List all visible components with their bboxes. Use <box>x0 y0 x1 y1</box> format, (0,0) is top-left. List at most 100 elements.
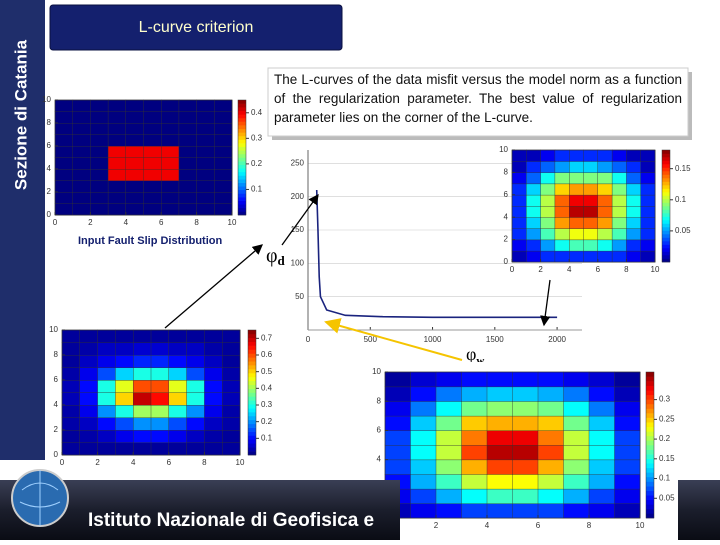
x-tick-label: 0 <box>510 265 515 274</box>
colorbar-step <box>646 476 654 482</box>
heat-cell <box>214 203 233 216</box>
heat-cell <box>526 239 542 252</box>
x-tick-label: 0 <box>60 458 65 467</box>
colorbar-frame <box>237 99 247 216</box>
heat-cell <box>61 417 81 431</box>
heat-cell <box>125 168 145 182</box>
heat-cell <box>214 145 233 159</box>
heat-cell <box>597 228 613 241</box>
x-tick-label: 4 <box>485 521 490 530</box>
y-tick-label: 0 <box>54 450 59 459</box>
heat-cell <box>168 329 188 344</box>
y-tick-label: 150 <box>291 225 305 234</box>
y-tick-label: 8 <box>377 396 382 405</box>
heat-cell <box>107 99 127 113</box>
heat-cell <box>143 145 162 159</box>
heat-cell <box>143 180 162 193</box>
heat-cell <box>79 404 99 419</box>
heat-cell <box>214 134 233 147</box>
heat-cell <box>554 172 570 185</box>
heat-cell <box>125 134 145 147</box>
colorbar-step <box>662 230 670 235</box>
colorbar-step <box>248 384 256 389</box>
heat-cell <box>526 205 542 218</box>
colorbar-step <box>662 220 670 224</box>
colorbar-step <box>646 513 654 519</box>
heat-cell <box>107 157 127 170</box>
y-tick-label: 100 <box>291 258 305 267</box>
y-tick-label: 6 <box>377 426 382 435</box>
heat-cell <box>537 503 564 519</box>
heat-cell <box>132 379 152 394</box>
colorbar-tick-label: 0.15 <box>659 454 675 463</box>
heat-cell <box>614 386 641 402</box>
heat-cell <box>569 160 585 173</box>
heat-cell <box>61 442 81 456</box>
heat-cell <box>526 228 542 241</box>
heat-cell <box>72 203 91 216</box>
plot-frame <box>61 329 241 456</box>
description: The L-curves of the data misfit versus t… <box>274 72 682 125</box>
heat-cell <box>486 474 513 490</box>
heat-cell <box>611 183 627 196</box>
colorbar-step <box>662 195 670 200</box>
colorbar-step <box>238 107 246 112</box>
x-tick-label: 2 <box>95 458 100 467</box>
heat-cell <box>540 216 556 229</box>
heat-cell <box>611 239 627 252</box>
x-tick-label: 0 <box>53 218 58 227</box>
colorbar-step <box>238 135 246 140</box>
heat-cell <box>554 205 570 218</box>
heat-cell <box>160 168 180 182</box>
colorbar-step <box>646 508 654 514</box>
heat-cell <box>486 444 513 461</box>
heat-cell <box>204 392 223 406</box>
heat-cell <box>563 386 590 402</box>
heat-cell <box>410 415 437 431</box>
heat-cell <box>97 442 116 456</box>
heat-cell <box>540 149 556 162</box>
colorbar-tick-label: 0.1 <box>261 433 273 442</box>
heat-cell <box>107 180 127 193</box>
heat-cell <box>614 503 641 519</box>
heat-cell <box>90 111 109 124</box>
heat-cell <box>569 250 585 263</box>
y-tick-label: 10 <box>42 95 51 104</box>
phi-d: φd <box>266 245 286 268</box>
heat-cell <box>115 392 134 406</box>
heat-cell <box>588 474 615 490</box>
colorbar-step <box>248 427 256 432</box>
arrow <box>540 279 551 327</box>
x-tick-label: 10 <box>236 458 245 467</box>
heat-cell <box>511 172 527 185</box>
colorbar-step <box>646 463 654 469</box>
heat-cell <box>125 145 145 159</box>
colorbar-step <box>646 481 654 487</box>
logo-lines <box>19 470 61 526</box>
colorbar-step <box>646 495 654 501</box>
heat-cell <box>569 149 585 162</box>
heat-cell <box>583 194 599 207</box>
heat-cell <box>583 205 599 218</box>
heat-cell <box>569 183 585 196</box>
colorbar-step <box>248 337 256 343</box>
colorbar-tick-label: 0.1 <box>251 185 263 194</box>
colorbar-step <box>248 404 256 409</box>
heat-cell <box>132 342 152 356</box>
heat-cell <box>563 474 590 490</box>
heat-cell <box>97 329 116 344</box>
colorbar-step <box>646 376 654 382</box>
heat-cell <box>486 401 513 417</box>
colorbar-step <box>238 164 246 169</box>
heat-cell <box>214 99 233 113</box>
colorbar-step <box>238 189 246 194</box>
heat-cell <box>537 459 564 475</box>
heat-cell <box>512 488 539 504</box>
heat-cell <box>125 191 145 205</box>
colorbar-tick-label: 0.05 <box>675 226 691 235</box>
heat-cell <box>168 342 188 356</box>
heat-cell <box>583 239 599 252</box>
colorbar-tick-label: 0.7 <box>261 333 273 342</box>
heat-cell <box>204 379 223 394</box>
heat-cell <box>588 430 615 446</box>
